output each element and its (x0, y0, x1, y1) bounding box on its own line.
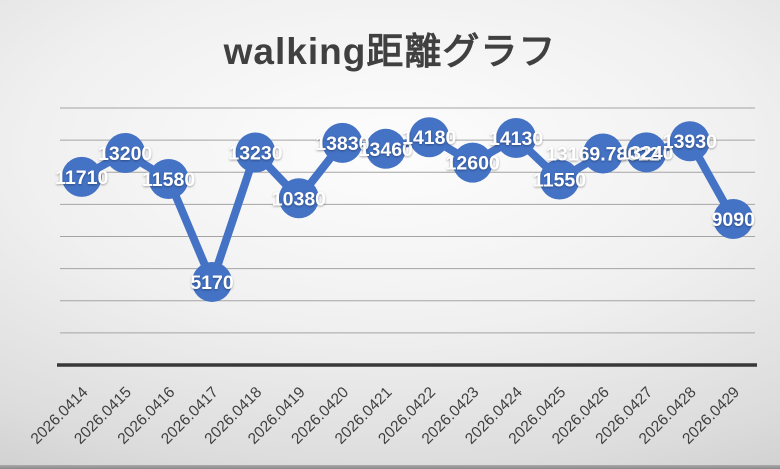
data-point-marker (365, 128, 406, 169)
data-label: 5170 (190, 272, 234, 294)
data-point-marker (539, 159, 580, 200)
data-point-marker (669, 121, 710, 162)
data-point-marker (148, 158, 189, 199)
data-label: 14180 (402, 127, 456, 149)
data-label: 13460 (359, 139, 413, 161)
data-label: 11710 (55, 167, 108, 189)
data-label: 13930 (663, 131, 717, 153)
data-label: 13200 (98, 143, 152, 165)
data-label: 11550 (533, 169, 586, 191)
chart-title: walking距離グラフ (223, 31, 557, 72)
data-label: 13240 (619, 142, 673, 164)
data-label: 10380 (272, 188, 326, 210)
data-label: 13830 (315, 133, 369, 155)
data-point-marker (278, 178, 319, 219)
data-point-marker (452, 142, 493, 183)
data-label: 12600 (446, 153, 500, 175)
data-point-marker (322, 122, 363, 163)
data-point-marker (713, 198, 754, 239)
data-label: 14130 (489, 128, 543, 150)
series-line (77, 133, 738, 286)
data-point-marker (105, 132, 146, 173)
data-point-marker (61, 156, 102, 197)
data-point-marker (409, 117, 450, 158)
data-label: 13230 (228, 142, 282, 164)
data-point-marker (192, 261, 233, 302)
slide-bottom-edge (0, 465, 780, 469)
data-point-marker (496, 118, 537, 159)
data-point-marker (626, 132, 667, 173)
data-label: 11580 (142, 169, 195, 191)
data-label: 13169.78022 (546, 143, 660, 165)
data-label: 9090 (712, 209, 756, 231)
data-point-marker (235, 132, 276, 173)
data-point-marker (582, 133, 623, 174)
